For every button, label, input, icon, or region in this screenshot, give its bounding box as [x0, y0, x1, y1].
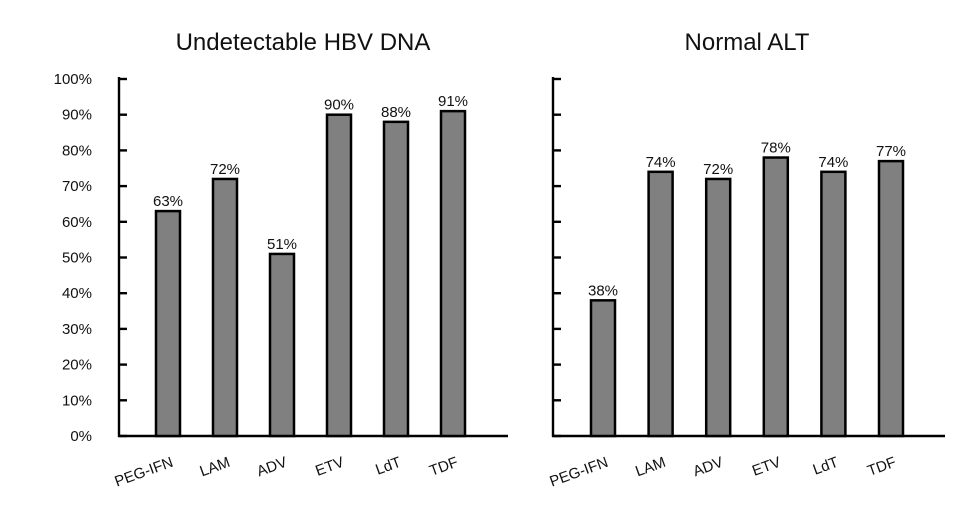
bar-etv — [762, 156, 790, 438]
y-tick-label: 60% — [62, 214, 92, 231]
y-tick-label: 0% — [70, 428, 92, 445]
y-tick-label: 90% — [62, 107, 92, 124]
y-tick-label: 80% — [62, 142, 92, 159]
y-tick-label: 50% — [62, 250, 92, 267]
bar-tdf — [877, 159, 905, 438]
data-label: 51% — [267, 236, 297, 253]
x-tick-label: ETV — [313, 454, 346, 480]
chart-title: Undetectable HBV DNA — [176, 29, 431, 56]
data-label: 74% — [646, 154, 676, 171]
data-label: 72% — [210, 161, 240, 178]
chart-title: Normal ALT — [685, 29, 810, 56]
data-label: 88% — [381, 104, 411, 121]
x-tick-label: TDF — [865, 454, 898, 480]
y-tick-label: 10% — [62, 392, 92, 409]
x-tick-label: TDF — [427, 454, 460, 480]
bar-adv — [704, 177, 732, 438]
x-tick-label: PEG-IFN — [112, 454, 175, 491]
x-tick-label: LAM — [198, 454, 233, 481]
data-label: 72% — [703, 161, 733, 178]
data-label: 74% — [818, 154, 848, 171]
x-tick-label: ADV — [691, 454, 726, 481]
x-tick-label: LdT — [373, 454, 403, 479]
bar-ldt — [820, 170, 847, 438]
bar-lam — [647, 170, 674, 438]
bar-tdf — [439, 109, 467, 438]
data-label: 38% — [588, 282, 618, 299]
data-label: 77% — [876, 143, 906, 160]
data-label: 78% — [761, 140, 791, 157]
bar-peg-ifn — [154, 209, 182, 438]
bar-etv — [325, 113, 353, 438]
chart-panel-hbv-dna: Undetectable HBV DNA 0% 10% 20% 30% 40% 50% 60… — [54, 29, 508, 491]
y-tick-label: 70% — [62, 178, 92, 195]
x-tick-label: LdT — [811, 454, 841, 479]
bar-adv — [268, 252, 296, 438]
x-tick-label: ETV — [750, 454, 783, 480]
data-label: 90% — [324, 97, 354, 114]
bar-ldt — [382, 120, 410, 438]
bar-peg-ifn — [589, 299, 617, 438]
x-tick-label: ADV — [255, 454, 290, 481]
bar-lam — [211, 177, 239, 438]
y-tick-label: 30% — [62, 321, 92, 338]
data-label: 91% — [438, 93, 468, 110]
y-tick-label: 40% — [62, 285, 92, 302]
data-label: 63% — [153, 193, 183, 210]
y-tick-label: 100% — [54, 71, 92, 88]
x-tick-label: PEG-IFN — [547, 454, 610, 491]
y-tick-label: 20% — [62, 357, 92, 374]
chart-panel-normal-alt: Normal ALT 38% PEG-IFN 74% LAM 72% ADV 78% ETV 7… — [547, 29, 945, 491]
x-tick-label: LAM — [633, 454, 668, 481]
